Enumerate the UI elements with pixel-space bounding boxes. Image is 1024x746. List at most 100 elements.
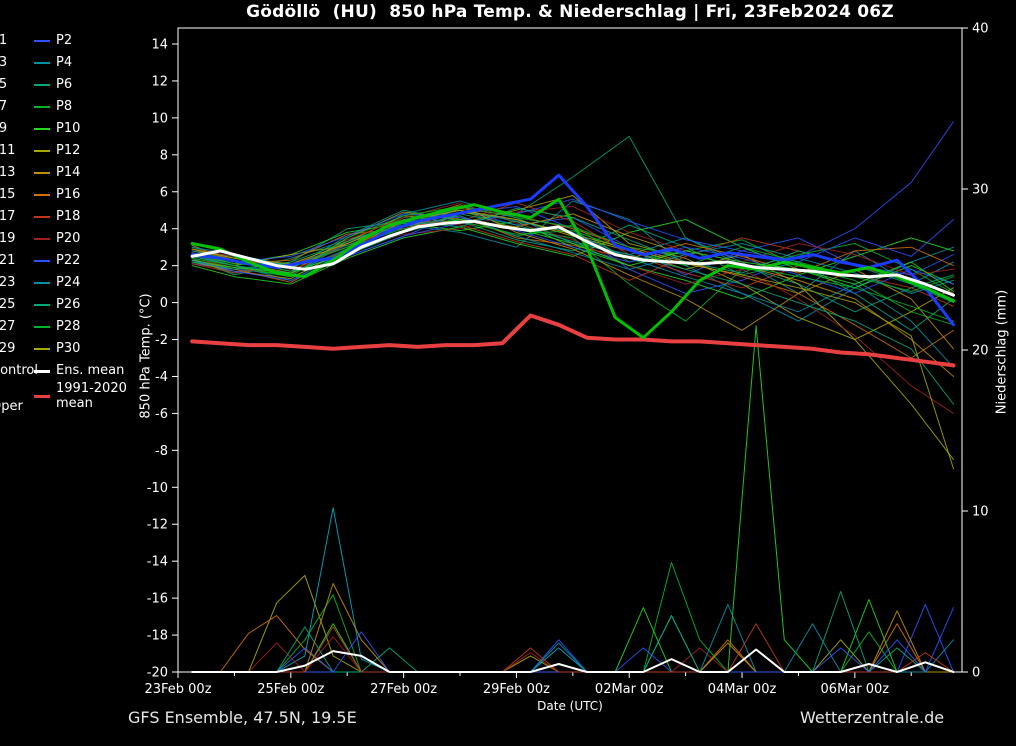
legend-item-p5: P5: [0, 74, 38, 96]
precip-line-p2: [191, 603, 954, 673]
legend-item-p17: P17: [0, 206, 38, 228]
legend-item-label: Oper: [0, 398, 23, 414]
temp-line-p23: [191, 209, 954, 368]
legend-item-label: P6: [56, 76, 73, 92]
screen-edge-strip: [1016, 0, 1024, 746]
legend-item-label: P30: [56, 340, 81, 356]
legend-item-label: P28: [56, 318, 81, 334]
legend-item-label: P25: [0, 296, 16, 312]
y-left-tick-label: -14: [147, 555, 168, 570]
y-axis-right-title: Niederschlag (mm): [994, 289, 1010, 415]
temp-line-p3: [191, 200, 954, 322]
legend-item-label: P4: [56, 54, 73, 70]
legend-item-p7: P7: [0, 96, 38, 118]
legend-line-swatch: [34, 150, 50, 152]
y-left-tick-label: 0: [160, 296, 168, 311]
temp-line-p19: [191, 206, 954, 276]
y-left-tick-label: -8: [155, 444, 168, 459]
legend-item-ens-mean: Ens. mean: [34, 360, 136, 382]
precip-line-p10: [191, 325, 954, 673]
main-line-control: [190, 197, 955, 340]
legend-item-label: P11: [0, 142, 16, 158]
legend-item-label: P12: [56, 142, 81, 158]
y-left-tick-label: 2: [160, 259, 168, 274]
legend-item-label: Control: [0, 362, 38, 378]
legend-item-p9: P9: [0, 118, 38, 140]
temp-line-p15: [191, 215, 954, 274]
legend-line-swatch: [34, 172, 50, 174]
legend-item-p12: P12: [34, 140, 136, 162]
y-right-tick-label: 0: [972, 666, 980, 681]
legend-item-label: P7: [0, 98, 8, 114]
y-left-tick-label: -6: [155, 407, 168, 422]
legend-item-label: P18: [56, 208, 81, 224]
model-info-text: GFS Ensemble, 47.5N, 19.5E: [128, 708, 357, 727]
legend-item-p24: P24: [34, 272, 136, 294]
legend-item-label: P19: [0, 230, 16, 246]
legend-item-p27: P27: [0, 316, 38, 338]
x-tick-label: 29Feb 00z: [483, 682, 550, 697]
legend-line-swatch: [34, 348, 50, 350]
legend-line-swatch: [34, 326, 50, 328]
legend-item-p16: P16: [34, 184, 136, 206]
legend-column-even: P2 P4 P6 P8 P10 P12 P14 P16 P18 P20 P22 P24 P26 P28 P3…: [34, 30, 136, 412]
y-left-tick-label: -16: [147, 592, 168, 607]
y-left-tick-label: 4: [160, 222, 168, 237]
y-left-tick-label: -20: [147, 666, 168, 681]
y-left-tick-label: -10: [147, 481, 168, 496]
legend-line-swatch: [34, 369, 50, 373]
legend-line-swatch: [34, 216, 50, 218]
y-right-tick-label: 20: [972, 344, 989, 359]
legend-item-label: Ens. mean: [56, 362, 125, 378]
legend-item-1991-2020-mean: 1991-2020 mean: [34, 381, 136, 412]
ensemble-legend: P1 P3 P5 P7 P9 P11 P13 P15 P17 P19 P21 P23 P25 P27 P29…: [0, 30, 170, 460]
main-line-oper: [190, 173, 955, 327]
x-axis-title: Date (UTC): [537, 699, 603, 713]
legend-line-swatch: [34, 304, 50, 306]
main-line-1991-2020-mean: [190, 313, 956, 368]
legend-item-label: 1991-2020 mean: [56, 381, 127, 411]
legend-item-p29: P29: [0, 338, 38, 360]
legend-item-label: P22: [56, 252, 81, 268]
precip-line-ens-mean: [191, 648, 955, 673]
legend-item-label: P20: [56, 230, 81, 246]
legend-item-label: P27: [0, 318, 16, 334]
legend-item-p3: P3: [0, 52, 38, 74]
legend-item-label: P13: [0, 164, 16, 180]
legend-item-p22: P22: [34, 250, 136, 272]
legend-item-label: P26: [56, 296, 81, 312]
x-tick-label: 25Feb 00z: [257, 682, 324, 697]
y-right-tick-label: 40: [972, 22, 989, 37]
legend-item-p21: P21: [0, 250, 38, 272]
temp-line-p26: [191, 213, 954, 405]
legend-item-p1: P1: [0, 30, 38, 52]
legend-line-swatch: [34, 194, 50, 196]
legend-item-control: Control: [0, 360, 38, 382]
legend-item-p30: P30: [34, 338, 136, 360]
legend-item-label: P23: [0, 274, 16, 290]
chart-title: Gödöllö (HU) 850 hPa Temp. & Niederschla…: [246, 2, 894, 22]
legend-item-label: P29: [0, 340, 16, 356]
y-left-tick-label: -2: [155, 333, 168, 348]
x-tick-label: 06Mar 00z: [821, 682, 890, 697]
legend-line-swatch: [34, 282, 50, 284]
precip-line-p4: [191, 507, 954, 673]
legend-item-p19: P19: [0, 228, 38, 250]
legend-line-swatch: [34, 40, 50, 42]
temp-line-p6: [191, 135, 954, 313]
legend-item-p23: P23: [0, 272, 38, 294]
legend-line-swatch: [34, 395, 50, 399]
legend-item-label: P14: [56, 164, 81, 180]
temp-line-p29: [191, 219, 954, 292]
legend-item-p15: P15: [0, 184, 38, 206]
legend-item-p4: P4: [34, 52, 136, 74]
legend-item-p25: P25: [0, 294, 38, 316]
legend-column-odd: P1 P3 P5 P7 P9 P11 P13 P15 P17 P19 P21 P23 P25 P27 P29…: [0, 30, 38, 418]
legend-item-label: P9: [0, 120, 8, 136]
precip-line-p22: [191, 607, 954, 673]
y-left-tick-label: 14: [151, 38, 168, 53]
y-left-tick-label: 10: [151, 111, 168, 126]
y-left-tick-label: 12: [151, 74, 168, 89]
legend-line-swatch: [34, 238, 50, 240]
legend-item-p2: P2: [34, 30, 136, 52]
